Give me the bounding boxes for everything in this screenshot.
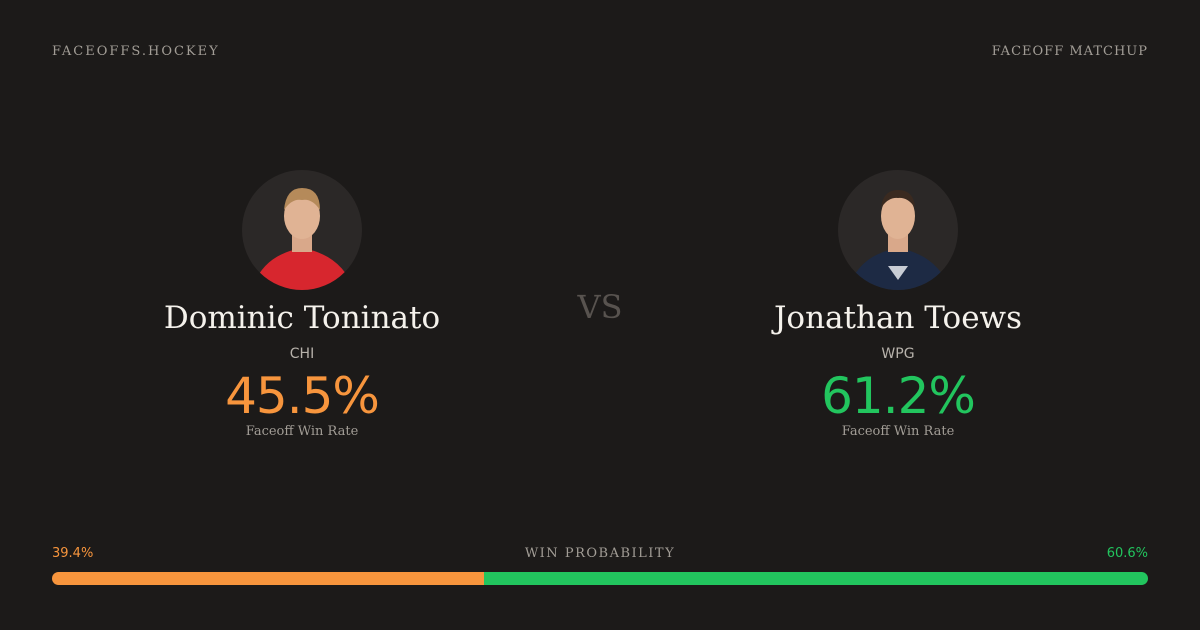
probability-segment: [483, 572, 1148, 585]
probability-segment: [52, 572, 484, 585]
avatar-image: [848, 190, 950, 290]
player-name: Dominic Toninato: [163, 300, 441, 336]
probability-label: 39.4%: [52, 546, 94, 561]
probability-label: 60.6%: [1106, 546, 1148, 561]
avatar: [242, 170, 362, 290]
versus: VS: [577, 288, 623, 326]
player-name: Jonathan Toews: [774, 300, 1022, 336]
win-rate-label: Faceoff Win Rate: [245, 424, 359, 439]
player-card: Dominic Toninato CHI 45.5% Faceoff Win R…: [102, 170, 502, 439]
player-card: Jonathan Toews WPG 61.2% Faceoff Win Rat…: [698, 170, 1098, 439]
probability-bar: [52, 572, 1148, 585]
avatar: [838, 170, 958, 290]
win-rate-label: Faceoff Win Rate: [841, 424, 955, 439]
probability-title: WIN PROBABILITY: [524, 546, 676, 561]
avatar-image: [252, 188, 354, 290]
win-rate: 45.5%: [225, 367, 380, 425]
player-team: CHI: [289, 346, 315, 362]
site-name: FACEOFFS.HOCKEY: [52, 44, 220, 59]
player-team: WPG: [881, 346, 915, 362]
win-rate: 61.2%: [821, 367, 976, 425]
page-label: FACEOFF MATCHUP: [991, 44, 1148, 59]
